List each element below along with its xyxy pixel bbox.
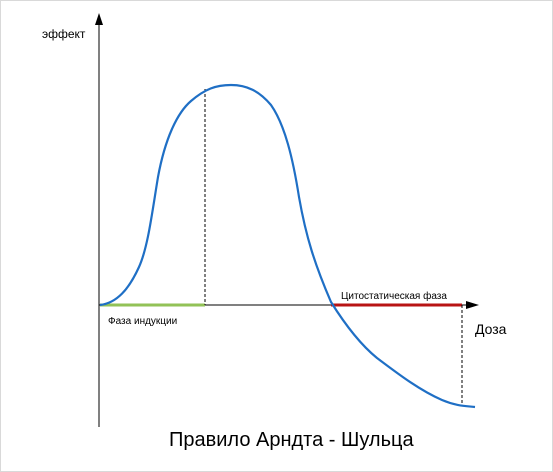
dose-effect-curve	[99, 83, 476, 409]
cytostatic-phase-label: Цитостатическая фаза	[341, 290, 447, 302]
y-axis-arrow	[95, 13, 103, 25]
diagram-title: Правило Арндта - Шульца	[169, 429, 414, 451]
x-axis-arrow	[466, 301, 479, 309]
induction-phase-label: Фаза индукции	[108, 316, 177, 327]
x-axis-label: Доза	[475, 321, 507, 337]
y-axis-label: эффект	[42, 27, 86, 41]
